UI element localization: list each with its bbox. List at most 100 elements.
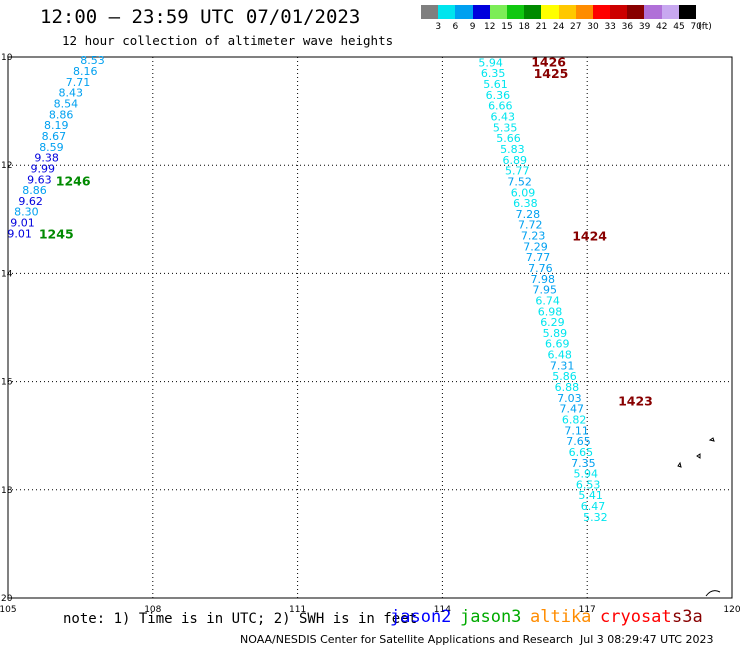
- wave-height-value: 8.59: [39, 141, 64, 154]
- wave-height-value: 7.52: [507, 175, 532, 188]
- wave-height-value: 6.47: [581, 500, 606, 513]
- color-scale-label: 27: [570, 22, 582, 32]
- wave-height-value: 6.65: [569, 446, 594, 459]
- wave-height-value: 6.48: [547, 349, 572, 362]
- wave-height-value: 5.89: [543, 327, 568, 340]
- wave-height-value: 5.41: [578, 489, 603, 502]
- color-scale-cell: [661, 5, 679, 19]
- wave-height-value: 9.62: [18, 195, 43, 208]
- pass-time-label: 1425: [534, 66, 569, 81]
- wave-height-value: 8.30: [14, 206, 39, 219]
- color-scale-cell: [678, 5, 696, 19]
- color-scale-bar: [421, 5, 696, 19]
- color-scale-label: 15: [501, 22, 513, 32]
- y-tick-label: 12: [1, 161, 12, 171]
- wave-height-value: 8.43: [58, 87, 83, 100]
- wave-height-value: 6.35: [481, 67, 506, 80]
- color-scale-label: 70: [690, 22, 702, 32]
- wave-height-value: 9.38: [34, 152, 59, 165]
- color-scale-cell: [558, 5, 576, 19]
- legend-item-cryosat: cryosat: [600, 607, 672, 627]
- wave-height-value: 7.98: [531, 273, 556, 286]
- color-scale-label: 39: [638, 22, 651, 32]
- wave-height-value: 6.74: [535, 294, 560, 307]
- wave-height-value: 8.86: [22, 184, 47, 197]
- color-scale-label: 21: [535, 22, 548, 32]
- wave-height-value: 6.66: [488, 100, 513, 113]
- wave-height-value: 8.54: [54, 98, 79, 111]
- wave-height-value: 5.35: [493, 121, 518, 134]
- wave-height-value: 7.47: [560, 403, 585, 416]
- wave-height-value: 6.89: [503, 154, 528, 167]
- pass-time-label: 1426: [531, 54, 566, 69]
- color-scale-labels: (ft) 3 6 9 12 15 18 21 24 27 30 33 36 39 42 45 70: [421, 22, 740, 34]
- x-tick-label: 120: [723, 605, 740, 615]
- wave-height-value: 5.94: [478, 56, 503, 69]
- wave-height-value: 7.31: [550, 359, 575, 372]
- wave-height-value: 9.99: [31, 162, 56, 175]
- wave-height-value: 7.77: [526, 251, 551, 264]
- color-scale-label: 18: [518, 22, 530, 32]
- coastline-fragment: [677, 437, 721, 597]
- footer-timestamp: Jul 3 08:29:47 UTC 2023: [580, 633, 714, 646]
- wave-height-value: 6.38: [513, 197, 538, 210]
- y-tick-label: 10: [1, 53, 13, 63]
- color-scale-cell: [627, 5, 645, 19]
- footer-credit: NOAA/NESDIS Center for Satellite Applica…: [240, 633, 574, 646]
- color-scale-label: 24: [552, 22, 565, 32]
- color-scale-label: 3: [435, 22, 442, 32]
- color-scale-label: 30: [587, 22, 599, 32]
- pass-time-label: 1246: [56, 173, 91, 188]
- wave-height-value: 7.71: [66, 76, 91, 89]
- wave-height-value: 9.01: [7, 227, 32, 240]
- x-tick-label: 117: [579, 605, 596, 615]
- color-scale-cell: [506, 5, 525, 19]
- wave-height-value: 6.36: [486, 89, 511, 102]
- wave-height-value: 6.98: [538, 305, 563, 318]
- color-scale-cell: [575, 5, 593, 19]
- wave-height-value: 5.66: [496, 132, 521, 145]
- wave-height-value: 7.03: [557, 392, 582, 405]
- wave-height-value: 5.94: [574, 468, 599, 481]
- color-scale-label: 45: [673, 22, 685, 32]
- legend-item-altika: altika: [530, 607, 592, 627]
- plot-frame: [7, 56, 733, 599]
- wave-height-value: 7.29: [523, 240, 548, 253]
- color-scale-cell: [541, 5, 559, 19]
- wave-height-value: 6.88: [555, 381, 580, 394]
- color-scale-cell: [421, 5, 439, 19]
- wave-height-value: 5.61: [483, 78, 508, 91]
- wave-height-value: 8.53: [80, 54, 105, 67]
- y-tick-label: 14: [1, 269, 13, 279]
- wave-height-value: 8.86: [49, 108, 74, 121]
- pass-time-label: 1424: [572, 229, 607, 244]
- color-scale-cell: [472, 5, 490, 19]
- color-scale-cell: [610, 5, 628, 19]
- wave-height-value: 5.86: [552, 370, 577, 383]
- color-scale-label: 12: [484, 22, 496, 32]
- color-scale-cell: [644, 5, 662, 19]
- legend-item-s3a: s3a: [672, 607, 703, 627]
- wave-height-value: 9.01: [10, 217, 35, 230]
- wave-height-value: 7.23: [521, 230, 546, 243]
- pass-time-label: 1245: [39, 226, 74, 241]
- color-scale-cell: [592, 5, 611, 19]
- wave-height-value: 8.16: [73, 65, 98, 78]
- color-scale-label: 9: [469, 22, 476, 32]
- color-scale-cell: [524, 5, 542, 19]
- x-tick-label: 111: [289, 605, 306, 615]
- wave-height-value: 7.65: [566, 435, 591, 448]
- color-scale-cell: [438, 5, 456, 19]
- wave-height-value: 5.83: [500, 143, 525, 156]
- wave-height-value: 6.82: [562, 413, 587, 426]
- wave-height-value: 7.76: [528, 262, 553, 275]
- color-scale-cell: [489, 5, 507, 19]
- color-scale-cell: [455, 5, 473, 19]
- color-scale-label: 6: [452, 22, 459, 32]
- pass-time-label: 1423: [618, 394, 653, 409]
- chart-subtitle: 12 hour collection of altimeter wave hei…: [62, 33, 394, 48]
- wave-height-value: 7.72: [518, 219, 543, 232]
- wave-height-value: 9.63: [27, 173, 52, 186]
- y-tick-label: 20: [1, 594, 13, 604]
